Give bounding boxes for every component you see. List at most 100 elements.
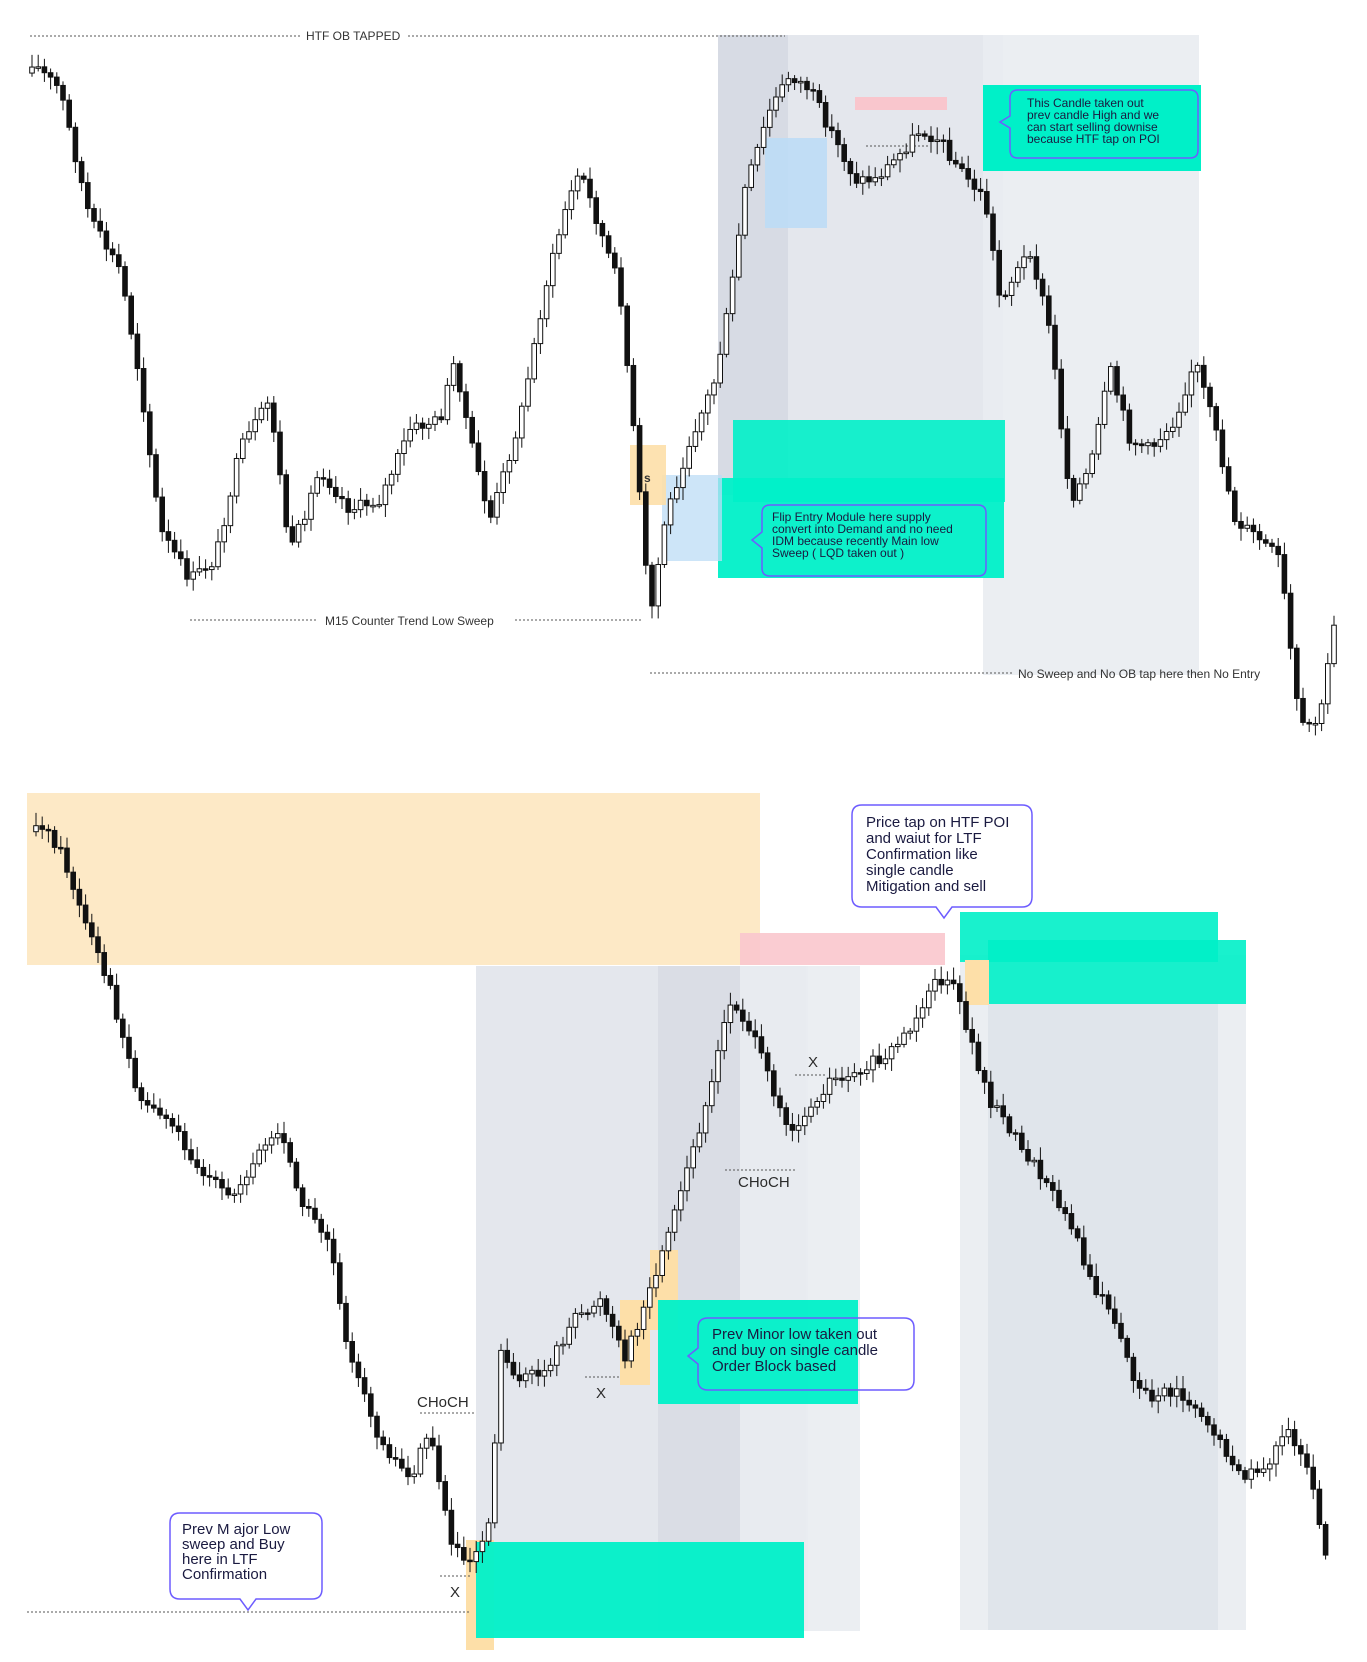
candle-body	[357, 499, 364, 511]
candle-body	[244, 1176, 250, 1186]
candle-body	[692, 431, 699, 447]
candle-body	[116, 254, 122, 268]
candle-body	[841, 144, 848, 162]
candle-body	[504, 1349, 510, 1363]
candle-body	[1298, 1445, 1304, 1455]
candle-body	[33, 825, 39, 833]
candle-body	[1143, 1387, 1149, 1391]
candle-body	[519, 405, 525, 439]
candle-body	[277, 431, 283, 476]
candle-body	[448, 1509, 455, 1545]
candle-body	[554, 1345, 560, 1366]
candle-body	[1149, 1389, 1155, 1402]
candle-body	[392, 1457, 399, 1460]
candle-body	[550, 252, 556, 287]
candle-body	[777, 1095, 783, 1109]
candle-body	[70, 871, 77, 890]
candle-body	[479, 1540, 486, 1553]
candle-body	[54, 76, 60, 86]
candle-body	[736, 234, 742, 278]
svg-text:Confirmation like: Confirmation like	[866, 846, 978, 863]
svg-text:convert into Demand and no nee: convert into Demand and no need	[772, 522, 953, 536]
htf-zone	[27, 793, 760, 965]
candle-body	[467, 1559, 473, 1563]
candle-body	[878, 176, 885, 179]
candle-body	[1244, 524, 1251, 529]
range-shade	[740, 966, 860, 1631]
candle-body	[461, 1547, 467, 1561]
candle-body	[795, 1125, 802, 1131]
choch-label-left: CHoCH	[417, 1394, 469, 1411]
candle-body	[1225, 466, 1232, 492]
svg-text:Prev Minor low taken out: Prev Minor low taken out	[712, 1326, 878, 1343]
candle-body	[977, 188, 984, 193]
candle-body	[833, 1077, 839, 1081]
candle-body	[1120, 394, 1127, 411]
candle-body	[76, 888, 83, 906]
candle-body	[426, 423, 432, 429]
candle-body	[1077, 483, 1083, 501]
candle-body	[866, 176, 872, 183]
supply-zone	[983, 85, 1201, 171]
candle-body	[779, 84, 786, 98]
candle-body	[574, 175, 581, 192]
candle-body	[101, 952, 108, 976]
s-marker: s	[644, 471, 651, 485]
candle-body	[981, 1070, 988, 1083]
candle-body	[746, 1020, 752, 1032]
candle-body	[206, 1175, 213, 1178]
candle-body	[671, 1209, 678, 1233]
candle-body	[318, 1218, 324, 1233]
candle-body	[680, 467, 686, 489]
candle-body	[1163, 430, 1170, 441]
candle-body	[864, 1069, 870, 1074]
candle-body	[1037, 1159, 1044, 1180]
candle-body	[1279, 1436, 1286, 1447]
candle-body	[616, 1325, 622, 1341]
candle-body	[605, 235, 612, 254]
candle-body	[163, 1114, 169, 1119]
candle-body	[845, 1076, 852, 1081]
candle-body	[1021, 256, 1027, 269]
candle-body	[41, 66, 48, 74]
candle-body	[337, 1262, 343, 1304]
candle-body	[940, 139, 947, 142]
candle-body	[609, 1313, 616, 1327]
candle-body	[919, 1007, 926, 1019]
candle-body	[237, 1184, 244, 1195]
candle-body	[140, 368, 147, 413]
candle-body	[262, 1144, 269, 1151]
candle-body	[816, 90, 823, 104]
callout-major: Prev M ajor Low sweep and Buy here in LT…	[169, 1512, 323, 1612]
candle-body	[661, 524, 668, 566]
candle-body	[494, 492, 500, 518]
candle-body	[872, 177, 879, 183]
candle-body	[178, 551, 184, 560]
candle-body	[667, 498, 674, 526]
candle-body	[1056, 1189, 1062, 1209]
candle-body	[529, 1369, 535, 1375]
candle-body	[419, 422, 426, 429]
candle-body	[665, 1231, 672, 1252]
callout-top: This Candle taken out prev candle High a…	[998, 89, 1199, 159]
top-candles	[29, 54, 1337, 736]
candle-body	[543, 285, 550, 320]
candle-body	[407, 428, 413, 442]
svg-text:and buy on single candle: and buy on single candle	[712, 1342, 878, 1359]
candle-body	[1124, 1337, 1131, 1358]
candle-body	[151, 1104, 157, 1109]
candle-body	[411, 1473, 417, 1478]
candle-body	[922, 133, 928, 137]
candle-body	[45, 828, 52, 832]
candle-body	[1217, 1434, 1224, 1440]
candle-body	[996, 249, 1003, 296]
candle-body	[182, 1131, 188, 1151]
candle-body	[1074, 1228, 1081, 1239]
candle-body	[481, 471, 488, 502]
candle-body	[432, 416, 438, 425]
candle-body	[349, 1340, 355, 1363]
candle-body	[678, 1190, 684, 1211]
candle-body	[144, 1100, 151, 1106]
candle-body	[1068, 1213, 1075, 1230]
candle-body	[882, 1058, 889, 1065]
